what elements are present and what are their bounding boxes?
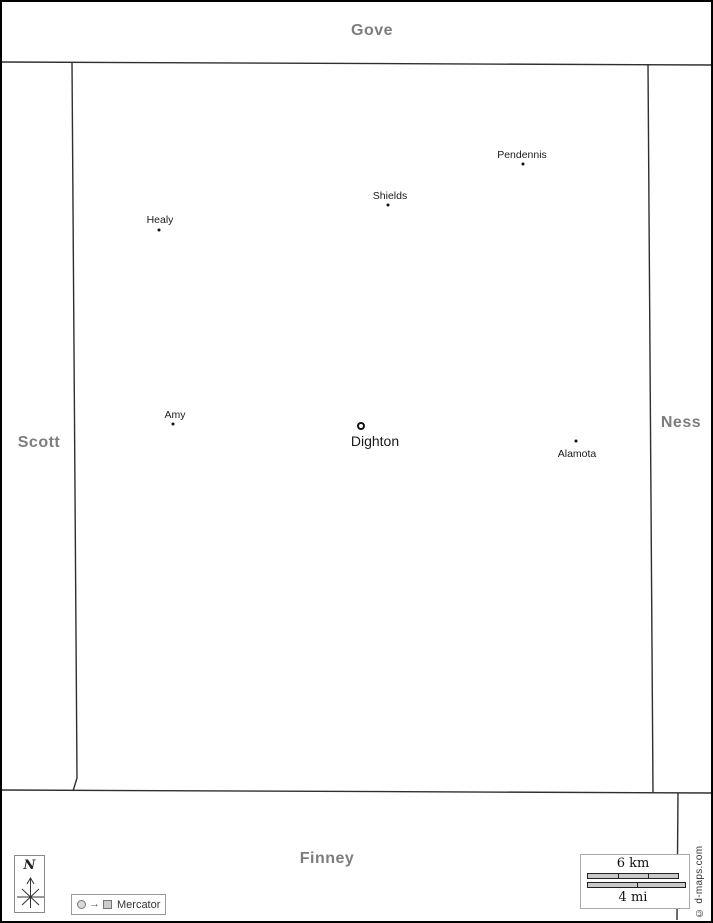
north-boundary-line <box>0 61 713 66</box>
town-dot-icon <box>574 439 578 443</box>
neighbor-county-label-scott: Scott <box>17 434 61 451</box>
sphere-icon <box>77 900 86 909</box>
projection-label: Mercator <box>117 898 161 911</box>
town-label-amy: Amy <box>164 409 186 421</box>
town-dot-icon <box>157 228 161 232</box>
town-dot-icon <box>171 422 175 426</box>
county-seat-marker-icon <box>357 422 365 430</box>
neighbor-county-label-finney: Finney <box>299 850 355 867</box>
town-dot-icon <box>521 162 525 166</box>
scale-tick <box>617 873 619 879</box>
county-seat-label-dighton: Dighton <box>350 433 400 449</box>
scale-bar-mi-icon <box>587 882 686 888</box>
scale-bar-km-icon <box>587 873 679 879</box>
projection-legend: → Mercator <box>71 894 166 915</box>
scale-bar-box: 6 km 4 mi <box>580 854 690 909</box>
scale-km-label: 6 km <box>616 856 650 871</box>
plane-icon <box>103 900 112 909</box>
neighbor-county-label-ness: Ness <box>660 414 702 431</box>
compass-rose-icon <box>17 877 44 908</box>
town-label-shields: Shields <box>372 190 408 202</box>
town-dot-icon <box>386 203 390 207</box>
compass-north-label: N <box>23 858 36 873</box>
neighbor-county-label-gove: Gove <box>350 22 394 39</box>
compass-box: N <box>14 855 45 913</box>
east-boundary-line <box>647 63 654 794</box>
scale-mi-label: 4 mi <box>618 890 648 905</box>
arrow-right-icon: → <box>89 898 100 910</box>
town-label-healy: Healy <box>146 214 174 226</box>
west-boundary-line <box>71 62 78 792</box>
copyright-text: © d-maps.com <box>694 845 705 918</box>
scale-tick <box>647 873 649 879</box>
town-label-pendennis: Pendennis <box>497 149 547 161</box>
town-label-alamota: Alamota <box>557 448 597 460</box>
scale-tick <box>636 882 638 888</box>
south-boundary-line <box>0 789 713 794</box>
